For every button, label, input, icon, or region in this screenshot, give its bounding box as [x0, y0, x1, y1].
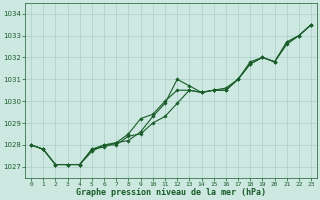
X-axis label: Graphe pression niveau de la mer (hPa): Graphe pression niveau de la mer (hPa)	[76, 188, 266, 197]
